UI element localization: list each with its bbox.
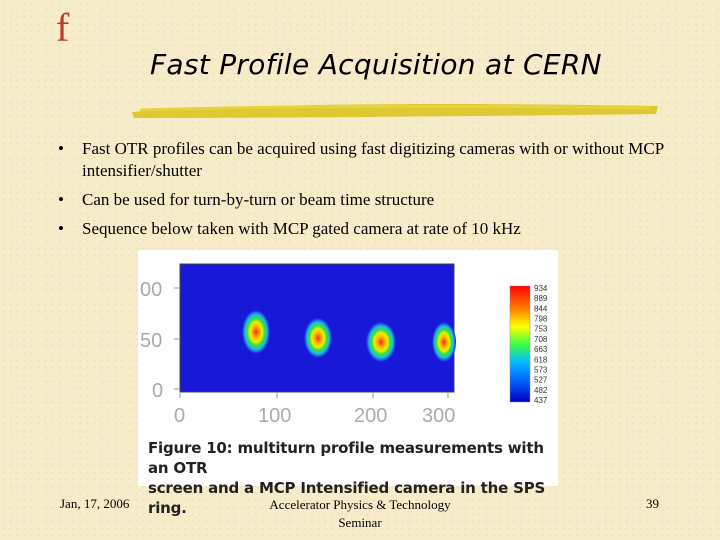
colorbar-label: 934 xyxy=(534,284,548,293)
colorbar-label: 753 xyxy=(534,325,548,334)
colorbar-label: 844 xyxy=(534,304,548,313)
title-underline xyxy=(132,104,658,118)
footer-event-line: Accelerator Physics & Technology xyxy=(269,497,451,512)
colorbar-label: 573 xyxy=(534,365,548,374)
profile-figure: 00 50 0 0 100 200 300 934 889 844 798 753 708… xyxy=(138,250,558,517)
colorbar-label: 437 xyxy=(534,396,548,405)
colorbar-label: 527 xyxy=(534,376,548,385)
bullet-list: Fast OTR profiles can be acquired using … xyxy=(58,138,698,247)
colorbar-label: 708 xyxy=(534,335,548,344)
bullet-item: Fast OTR profiles can be acquired using … xyxy=(58,138,698,182)
bullet-item: Can be used for turn-by-turn or beam tim… xyxy=(58,189,698,211)
x-tick-label: 200 xyxy=(354,405,387,427)
x-tick-label: 300 xyxy=(422,405,455,427)
beam-spot xyxy=(242,310,270,354)
beam-spot xyxy=(304,318,332,358)
footer-event-line: Seminar xyxy=(338,515,382,530)
colorbar-label: 889 xyxy=(534,294,548,303)
colorbar-label: 798 xyxy=(534,315,548,324)
beam-spot xyxy=(432,322,456,362)
x-tick-label: 100 xyxy=(258,405,291,427)
y-tick-label: 0 xyxy=(152,380,163,402)
beam-spot xyxy=(366,322,396,362)
footer-date: Jan, 17, 2006 xyxy=(60,496,130,511)
figure-caption: Figure 10: multiturn profile measurement… xyxy=(148,438,548,518)
page-title: Fast Profile Acquisition at CERN xyxy=(150,48,602,81)
caption-line: screen and a MCP Intensified camera in t… xyxy=(148,479,546,517)
logo: f xyxy=(56,5,70,50)
x-tick-label: 0 xyxy=(174,405,185,427)
y-tick-label: 50 xyxy=(140,330,162,352)
y-tick-label: 00 xyxy=(140,279,162,301)
page-number: 39 xyxy=(646,496,659,511)
colorbar-label: 482 xyxy=(534,386,548,395)
colorbar-label: 663 xyxy=(534,345,548,354)
colorbar-label: 618 xyxy=(534,355,548,364)
colorbar xyxy=(509,285,531,403)
caption-line: Figure 10: multiturn profile measurement… xyxy=(148,439,544,477)
bullet-item: Sequence below taken with MCP gated came… xyxy=(58,218,698,240)
footer-event: Accelerator Physics & Technology Seminar xyxy=(250,496,470,532)
